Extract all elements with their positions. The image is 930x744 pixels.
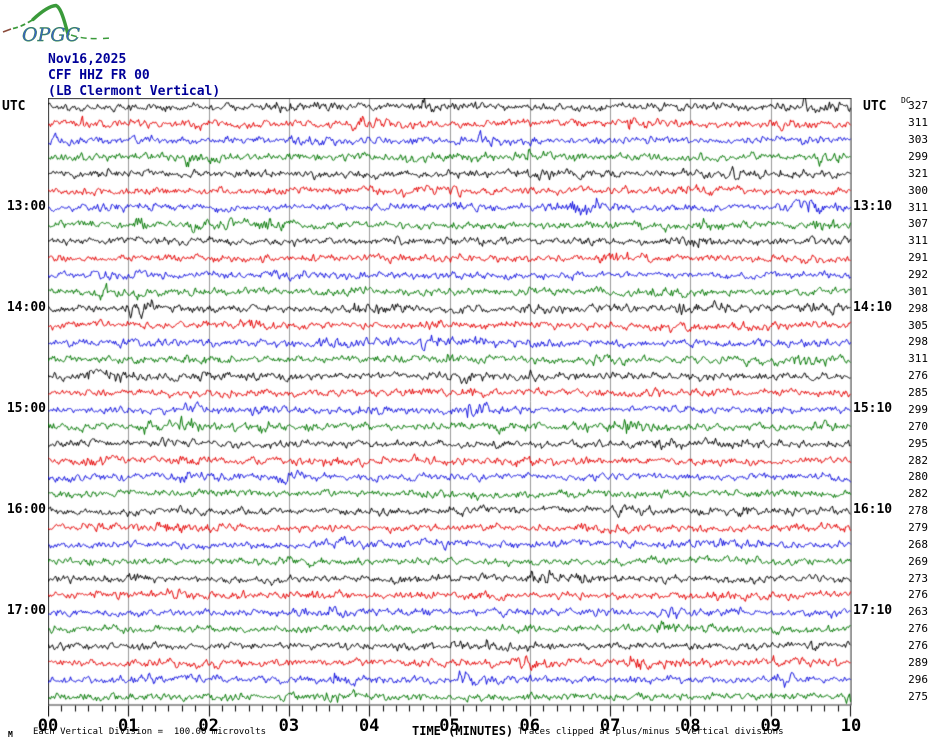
utc-label-left: UTC	[2, 99, 26, 114]
header-date: Nov16,2025	[48, 52, 127, 67]
x-tick-label: 00	[37, 716, 59, 736]
dc-value: 321	[908, 166, 928, 180]
dc-column-header: DC	[901, 96, 911, 105]
x-tick-label: 05	[439, 716, 460, 736]
dc-value: 311	[908, 352, 928, 366]
dc-value: 311	[908, 234, 928, 248]
right-time-label: 16:10	[853, 502, 893, 518]
dc-value: 278	[908, 504, 928, 518]
x-tick-label: 04	[358, 716, 380, 736]
dc-value: 299	[908, 150, 928, 163]
right-time-label: 13:10	[853, 198, 893, 214]
dc-value: 289	[908, 655, 928, 669]
header-station: CFF HHZ FR 00	[48, 68, 150, 83]
seismogram-plot	[48, 98, 852, 720]
dc-value: 280	[908, 470, 928, 484]
scale-note: Each Vertical Division = 100.00 microvol…	[33, 727, 266, 737]
logo-text: OPGC	[22, 24, 81, 46]
dc-value: 292	[908, 268, 928, 282]
left-time-label: 15:00	[6, 400, 46, 416]
x-tick-label: 09	[760, 716, 781, 736]
dc-value: 263	[908, 605, 928, 619]
dc-value: 305	[908, 318, 928, 332]
dc-value: 307	[908, 217, 928, 231]
dc-value: 291	[908, 251, 928, 265]
x-tick-label: 08	[680, 716, 701, 736]
left-time-label: 17:00	[6, 603, 46, 619]
x-tick-label: 01	[118, 716, 139, 736]
x-tick-label: 02	[198, 716, 219, 736]
dc-value: 311	[908, 200, 928, 214]
left-time-label: 13:00	[6, 198, 46, 214]
left-time-label: 16:00	[6, 502, 46, 518]
dc-value: 273	[908, 571, 928, 585]
dc-value: 301	[908, 284, 928, 298]
dc-value: 299	[908, 402, 928, 416]
right-time-label: 17:10	[853, 603, 893, 619]
dc-value: 276	[908, 588, 928, 602]
dc-value: 269	[908, 554, 928, 568]
dc-value: 282	[908, 453, 928, 467]
dc-value: 270	[908, 419, 928, 433]
mu-glyph: M	[8, 730, 13, 739]
dc-value: 327	[908, 99, 928, 113]
logo-curve-rise	[12, 18, 34, 30]
dc-value: 311	[908, 116, 928, 130]
dc-value: 296	[908, 672, 928, 686]
x-tick-label: 07	[599, 716, 621, 736]
right-time-label: 15:10	[853, 400, 893, 416]
dc-value: 300	[908, 183, 928, 197]
dc-value: 282	[908, 487, 928, 501]
dc-value: 279	[908, 520, 928, 534]
opgc-logo: OPGC	[2, 3, 113, 46]
dc-value: 298	[908, 301, 928, 315]
dc-value: 295	[908, 436, 928, 450]
dc-value: 285	[908, 386, 928, 400]
dc-value: 298	[908, 335, 928, 349]
clip-note: Traces clipped at plus/minus 5 vertical …	[518, 727, 784, 737]
dc-value: 275	[908, 689, 928, 703]
logo-curve-tail	[70, 34, 113, 40]
right-time-label: 14:10	[853, 299, 893, 315]
x-tick-label: 10	[840, 716, 862, 736]
logo-curve-peak	[31, 3, 70, 36]
dc-value: 276	[908, 638, 928, 652]
logo-left-dash	[2, 28, 12, 33]
left-time-label: 14:00	[6, 299, 46, 315]
dc-value: 303	[908, 133, 928, 147]
x-tick-label: 03	[278, 716, 300, 736]
dc-value: 276	[908, 369, 928, 383]
utc-label-right: UTC	[863, 99, 887, 114]
x-tick-label: 06	[519, 716, 541, 736]
header-location: (LB Clermont Vertical)	[48, 84, 221, 99]
xaxis-title: TIME (MINUTES)	[412, 724, 514, 738]
header-block: Nov16,2025 CFF HHZ FR 00 (LB Clermont Ve…	[48, 52, 220, 100]
dc-value: 268	[908, 537, 928, 551]
dc-value: 276	[908, 622, 928, 636]
